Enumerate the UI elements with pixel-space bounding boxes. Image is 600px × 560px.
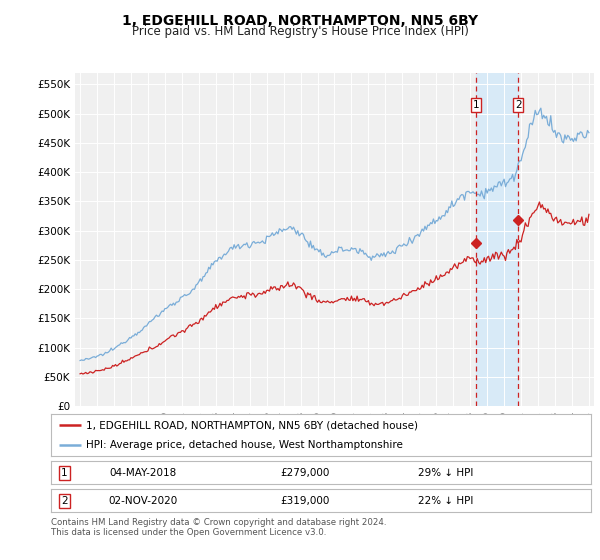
Text: 1, EDGEHILL ROAD, NORTHAMPTON, NN5 6BY: 1, EDGEHILL ROAD, NORTHAMPTON, NN5 6BY [122,14,478,28]
Text: 2: 2 [515,100,521,110]
Bar [476,73,518,406]
Text: 22% ↓ HPI: 22% ↓ HPI [418,496,473,506]
Text: 1: 1 [61,468,68,478]
Text: 1, EDGEHILL ROAD, NORTHAMPTON, NN5 6BY (detached house): 1, EDGEHILL ROAD, NORTHAMPTON, NN5 6BY (… [86,421,418,430]
Text: 02-NOV-2020: 02-NOV-2020 [108,496,178,506]
Text: Price paid vs. HM Land Registry's House Price Index (HPI): Price paid vs. HM Land Registry's House … [131,25,469,38]
Text: 2: 2 [61,496,68,506]
Text: £319,000: £319,000 [280,496,329,506]
Text: 1: 1 [473,100,479,110]
Text: Contains HM Land Registry data © Crown copyright and database right 2024.
This d: Contains HM Land Registry data © Crown c… [51,518,386,538]
Text: 29% ↓ HPI: 29% ↓ HPI [418,468,473,478]
Text: HPI: Average price, detached house, West Northamptonshire: HPI: Average price, detached house, West… [86,440,403,450]
Text: £279,000: £279,000 [280,468,329,478]
Text: 04-MAY-2018: 04-MAY-2018 [109,468,176,478]
